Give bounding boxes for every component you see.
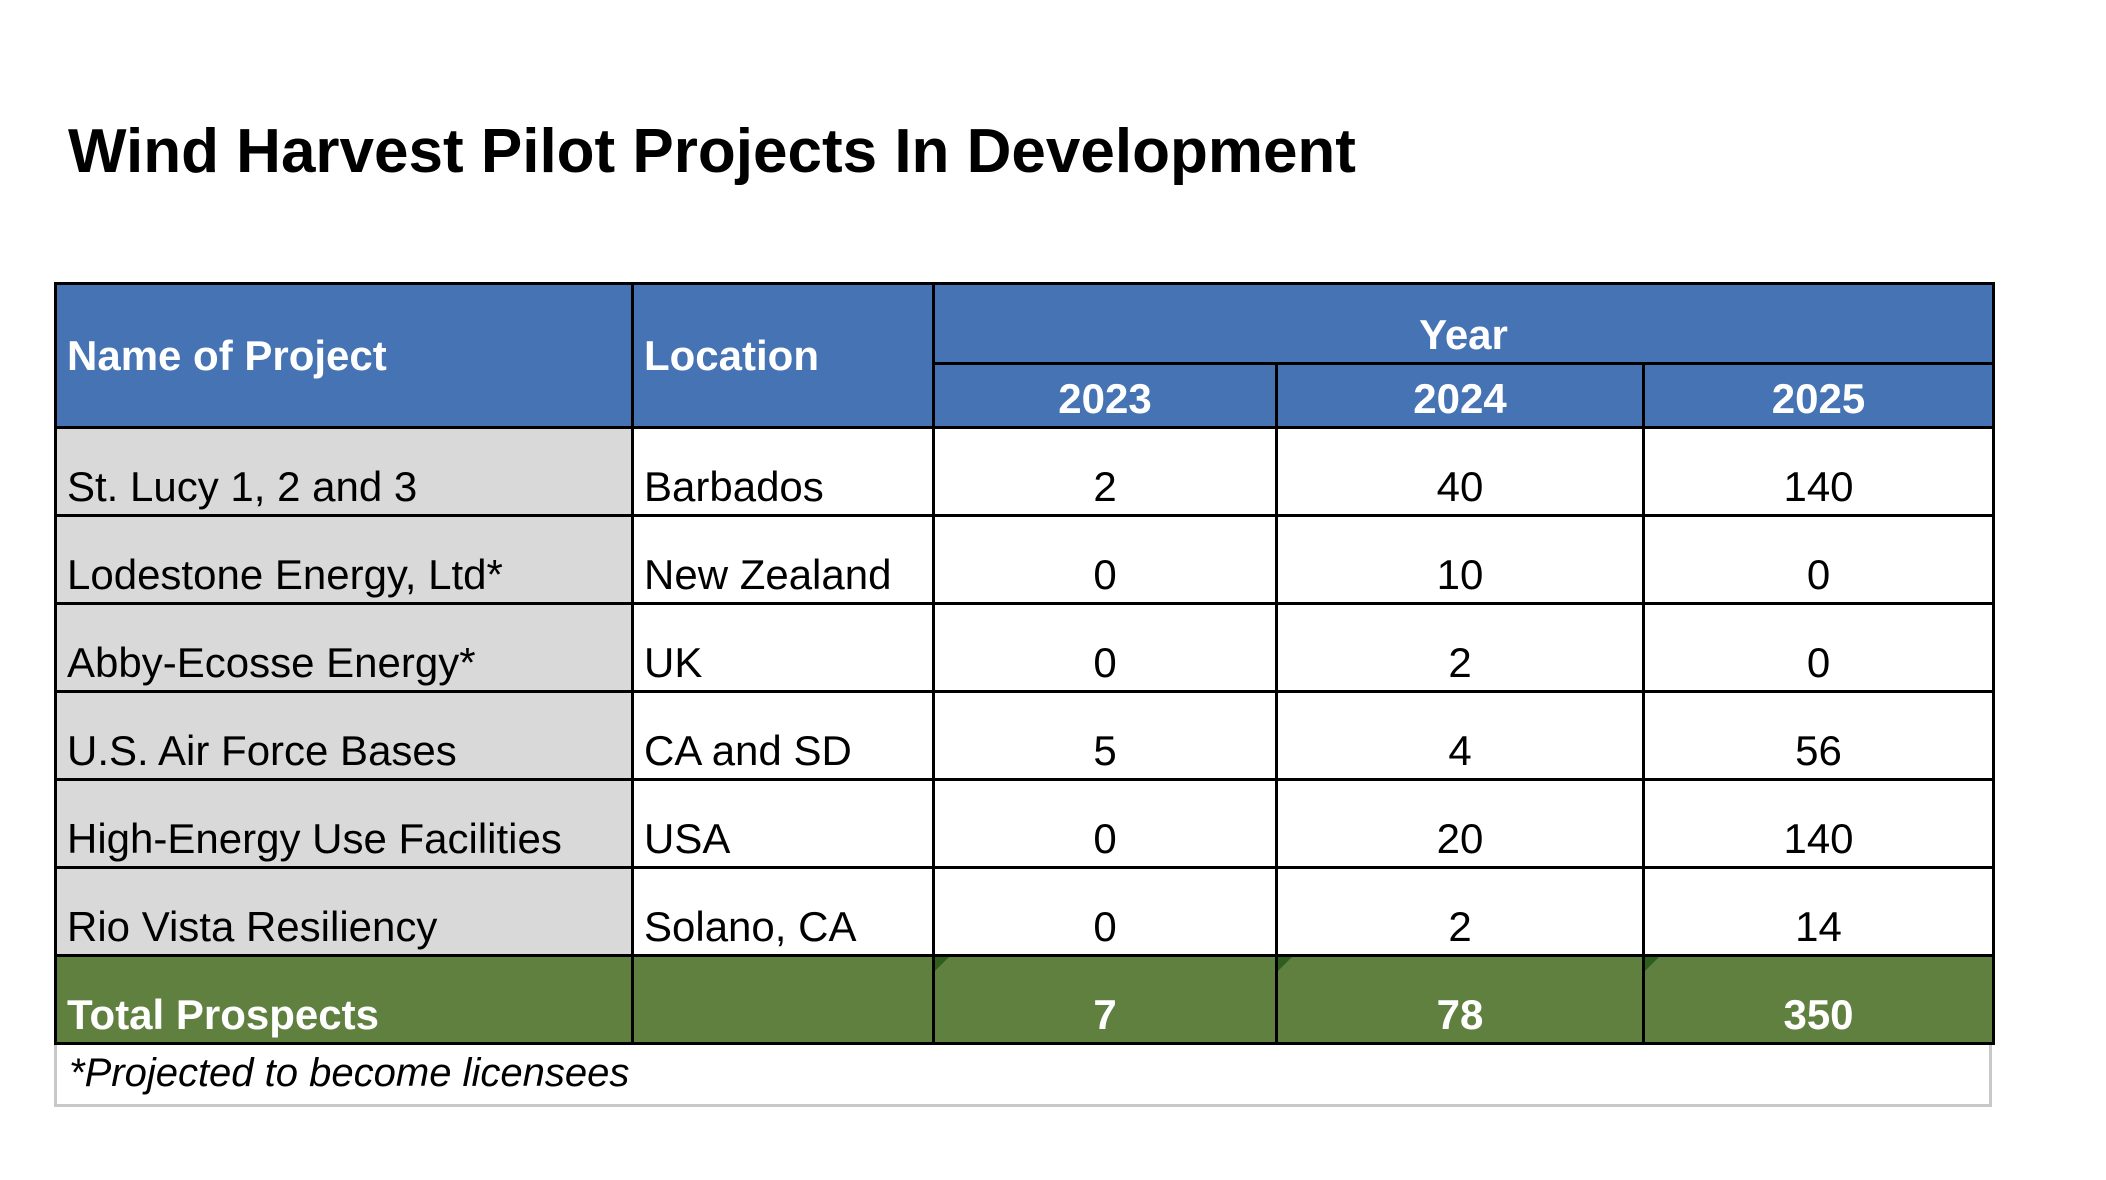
- header-year-2025: 2025: [1641, 362, 1996, 429]
- value-2025-cell: 140: [1641, 778, 1996, 869]
- location-cell: New Zealand: [631, 514, 935, 605]
- location-cell: Solano, CA: [631, 866, 935, 957]
- total-2023-cell: 7: [932, 954, 1278, 1045]
- total-label-cell: Total Prospects: [54, 954, 634, 1045]
- projects-table-container: Name of Project Location Year 2023 2024 …: [54, 282, 1996, 1107]
- value-2025-cell: 56: [1641, 690, 1996, 781]
- project-name-cell: Rio Vista Resiliency: [54, 866, 634, 957]
- location-cell: USA: [631, 778, 935, 869]
- value-2023-cell: 0: [932, 514, 1278, 605]
- project-name-cell: U.S. Air Force Bases: [54, 690, 634, 781]
- table-row: Abby-Ecosse Energy* UK 0 2 0: [54, 602, 1996, 693]
- value-2025-cell: 14: [1641, 866, 1996, 957]
- total-2025-cell: 350: [1641, 954, 1996, 1045]
- header-years-row: 2023 2024 2025: [56, 362, 1996, 429]
- value-2025-cell: 0: [1641, 602, 1996, 693]
- header-name-of-project: Name of Project: [54, 282, 634, 429]
- page-title: Wind Harvest Pilot Projects In Developme…: [68, 117, 1356, 186]
- footnote: *Projected to become licensees: [54, 1045, 1992, 1107]
- location-cell: Barbados: [631, 426, 935, 517]
- projects-table: Name of Project Location Year 2023 2024 …: [54, 282, 1996, 1045]
- table-row: U.S. Air Force Bases CA and SD 5 4 56: [54, 690, 1996, 781]
- location-cell: UK: [631, 602, 935, 693]
- value-2024-cell: 4: [1275, 690, 1645, 781]
- project-name-cell: High-Energy Use Facilities: [54, 778, 634, 869]
- value-2024-cell: 40: [1275, 426, 1645, 517]
- value-2024-cell: 10: [1275, 514, 1645, 605]
- value-2024-cell: 2: [1275, 602, 1645, 693]
- table-row: Rio Vista Resiliency Solano, CA 0 2 14: [54, 866, 1996, 957]
- value-2024-cell: 20: [1275, 778, 1645, 869]
- project-name-cell: Lodestone Energy, Ltd*: [54, 514, 634, 605]
- location-cell: CA and SD: [631, 690, 935, 781]
- value-2023-cell: 2: [932, 426, 1278, 517]
- header-location: Location: [631, 282, 935, 429]
- project-name-cell: St. Lucy 1, 2 and 3: [54, 426, 634, 517]
- value-2023-cell: 5: [932, 690, 1278, 781]
- table-row: High-Energy Use Facilities USA 0 20 140: [54, 778, 1996, 869]
- header-year-2024: 2024: [1275, 362, 1645, 429]
- header-row: Name of Project Location Year: [54, 282, 1996, 429]
- header-year-2023: 2023: [932, 362, 1278, 429]
- value-2025-cell: 140: [1641, 426, 1996, 517]
- value-2023-cell: 0: [932, 778, 1278, 869]
- header-year: Year: [931, 282, 1996, 365]
- table-row: St. Lucy 1, 2 and 3 Barbados 2 40 140: [54, 426, 1996, 517]
- value-2025-cell: 0: [1641, 514, 1996, 605]
- value-2023-cell: 0: [932, 866, 1278, 957]
- table-row: Lodestone Energy, Ltd* New Zealand 0 10 …: [54, 514, 1996, 605]
- value-2024-cell: 2: [1275, 866, 1645, 957]
- total-2024-cell: 78: [1275, 954, 1645, 1045]
- total-location-cell: [631, 954, 935, 1045]
- project-name-cell: Abby-Ecosse Energy*: [54, 602, 634, 693]
- total-row: Total Prospects 7 78 350: [54, 954, 1996, 1045]
- value-2023-cell: 0: [932, 602, 1278, 693]
